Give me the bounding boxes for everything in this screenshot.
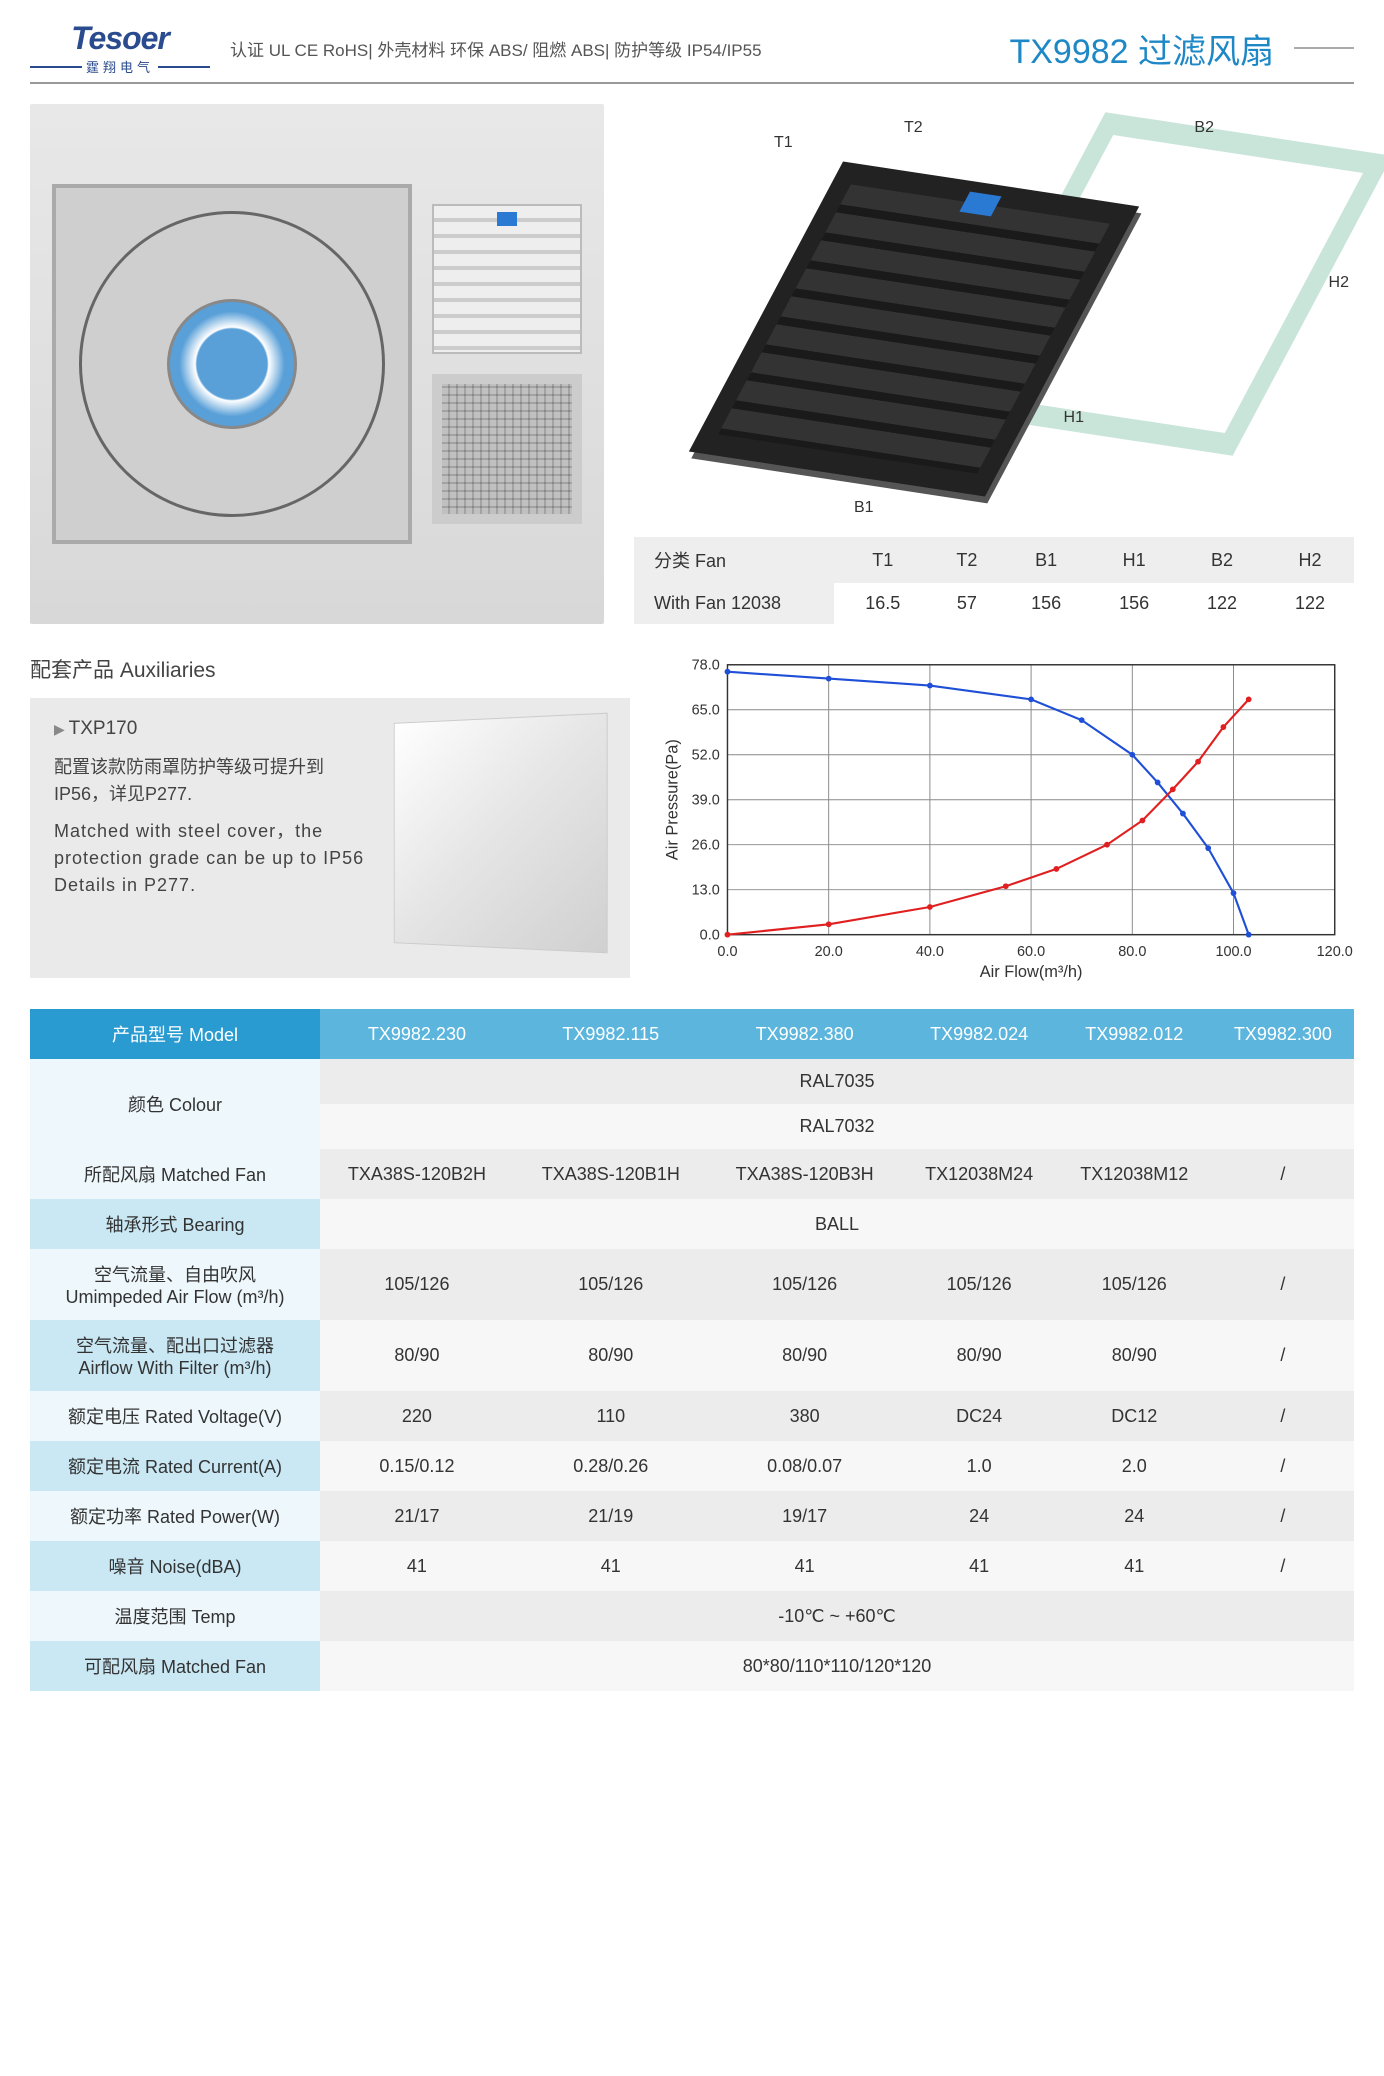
svg-text:0.0: 0.0: [700, 927, 720, 943]
model-col: TX9982.012: [1057, 1009, 1212, 1059]
product-photo-panel: [30, 104, 604, 624]
performance-chart: 0.0 20.0 40.0 60.0 80.0 100.0 120.0 0.0 13.0 26.0…: [660, 654, 1354, 984]
svg-text:20.0: 20.0: [815, 944, 843, 960]
model-col: TX9982.024: [902, 1009, 1057, 1059]
svg-text:13.0: 13.0: [692, 883, 720, 899]
dim-label-h1: H1: [1064, 409, 1084, 427]
logo-text: Tesoer: [71, 20, 169, 57]
dimension-table: 分类 Fan T1 T2 B1 H1 B2 H2 With Fan 12038 …: [634, 537, 1354, 624]
dim-label-t2: T2: [904, 119, 923, 137]
table-row: 可配风扇 Matched Fan80*80/110*110/120*120: [30, 1641, 1354, 1691]
spec-table: 产品型号 ModelTX9982.230TX9982.115TX9982.380…: [30, 1009, 1354, 1691]
dim-table-head: 分类 Fan: [634, 537, 834, 583]
svg-text:0.0: 0.0: [717, 944, 737, 960]
table-row: 噪音 Noise(dBA)4141414141/: [30, 1541, 1354, 1591]
model-col: TX9982.380: [708, 1009, 902, 1059]
dim-label-b2: B2: [1194, 119, 1214, 137]
table-row: 额定电流 Rated Current(A)0.15/0.120.28/0.260…: [30, 1441, 1354, 1491]
svg-text:78.0: 78.0: [692, 658, 720, 674]
spec-head: 产品型号 Model: [30, 1009, 320, 1059]
svg-text:40.0: 40.0: [916, 944, 944, 960]
aux-desc-cn: 配置该款防雨罩防护等级可提升到 IP56，详见P277.: [54, 754, 366, 808]
svg-text:Air Pressure(Pa): Air Pressure(Pa): [663, 739, 681, 860]
auxiliaries-heading: 配套产品 Auxiliaries: [30, 654, 630, 684]
svg-text:39.0: 39.0: [692, 793, 720, 809]
model-col: TX9982.300: [1212, 1009, 1354, 1059]
title-rule: [1294, 47, 1354, 49]
table-row: 颜色 ColourRAL7035: [30, 1059, 1354, 1104]
svg-text:65.0: 65.0: [692, 703, 720, 719]
certifications-text: 认证 UL CE RoHS| 外壳材料 环保 ABS/ 阻燃 ABS| 防护等级…: [230, 36, 989, 61]
louver-photo: [432, 204, 582, 354]
table-row: 空气流量、配出口过滤器Airflow With Filter (m³/h)80/…: [30, 1320, 1354, 1391]
auxiliary-card: TXP170 配置该款防雨罩防护等级可提升到 IP56，详见P277. Matc…: [30, 698, 630, 978]
dim-label-t1: T1: [774, 134, 793, 152]
dim-label-b1: B1: [854, 499, 874, 517]
table-row: 分类 Fan T1 T2 B1 H1 B2 H2: [634, 537, 1354, 583]
rain-cover-photo: [394, 713, 608, 954]
svg-text:80.0: 80.0: [1118, 944, 1146, 960]
table-row: 轴承形式 BearingBALL: [30, 1199, 1354, 1249]
dim-label-h2: H2: [1329, 274, 1349, 292]
dimension-diagram: T1 T2 B1 H1 B2 H2: [634, 104, 1354, 537]
table-row: 所配风扇 Matched FanTXA38S-120B2HTXA38S-120B…: [30, 1149, 1354, 1199]
table-row: With Fan 12038 16.5 57 156 156 122 122: [634, 583, 1354, 624]
svg-text:60.0: 60.0: [1017, 944, 1045, 960]
aux-desc-en: Matched with steel cover，the protection …: [54, 818, 366, 899]
table-row: 额定电压 Rated Voltage(V)220110380DC24DC12/: [30, 1391, 1354, 1441]
grille-photo: [432, 374, 582, 524]
svg-text:Air Flow(m³/h): Air Flow(m³/h): [980, 963, 1083, 981]
brand-logo: Tesoer 霆翔电气: [30, 20, 210, 76]
page-header: Tesoer 霆翔电气 认证 UL CE RoHS| 外壳材料 环保 ABS/ …: [30, 20, 1354, 84]
svg-text:26.0: 26.0: [692, 838, 720, 854]
fan-photo: [52, 184, 412, 544]
svg-text:120.0: 120.0: [1317, 944, 1353, 960]
aux-model: TXP170: [54, 718, 366, 740]
svg-text:100.0: 100.0: [1215, 944, 1251, 960]
logo-subtitle: 霆翔电气: [86, 57, 154, 76]
table-row: 空气流量、自由吹风Umimpeded Air Flow (m³/h)105/12…: [30, 1249, 1354, 1320]
product-title: TX9982 过滤风扇: [1009, 24, 1274, 73]
table-row: 温度范围 Temp-10℃ ~ +60℃: [30, 1591, 1354, 1641]
table-row: 额定功率 Rated Power(W)21/1721/1919/172424/: [30, 1491, 1354, 1541]
svg-text:52.0: 52.0: [692, 748, 720, 764]
model-col: TX9982.230: [320, 1009, 514, 1059]
model-col: TX9982.115: [514, 1009, 708, 1059]
